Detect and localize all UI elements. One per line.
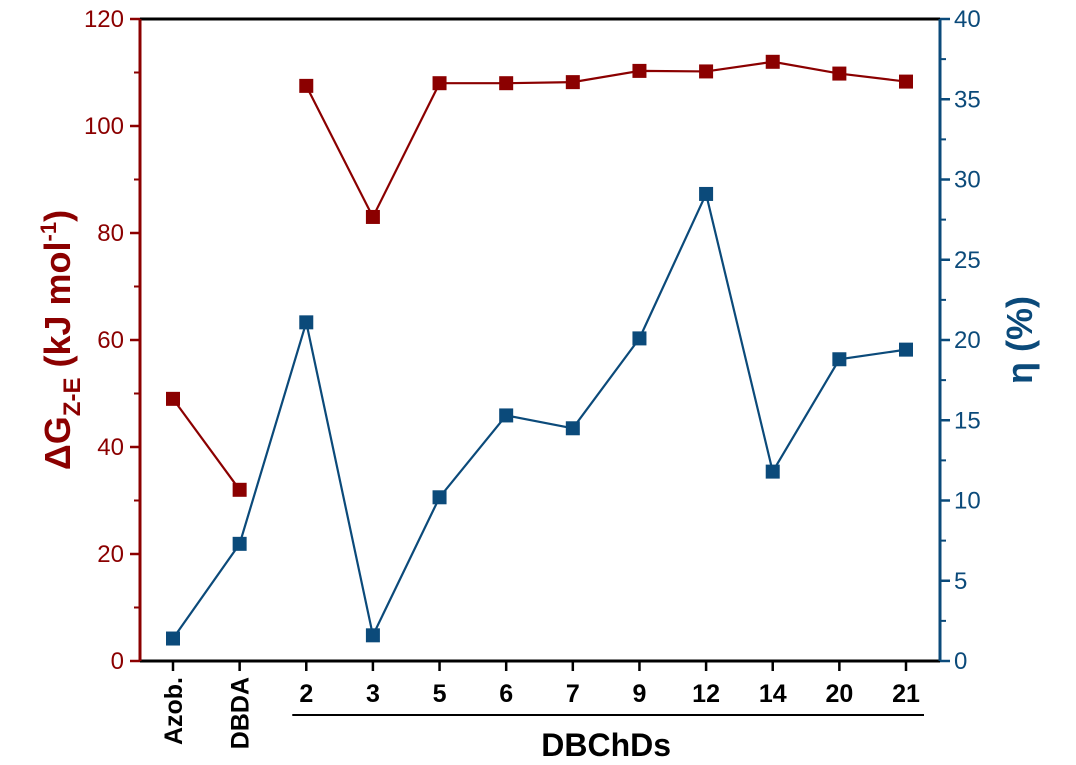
- x-tick-label: 9: [633, 680, 647, 708]
- right-tick-label: 5: [954, 568, 967, 595]
- x-tick-label: 3: [366, 680, 380, 708]
- right-tick-label: 40: [954, 6, 981, 33]
- data-point-right: [565, 421, 580, 436]
- data-point-right: [166, 631, 180, 646]
- left-axis-title-sub: Z-E: [59, 378, 86, 417]
- x-tick-label: 12: [692, 680, 720, 708]
- x-tick-label: Azob.: [160, 677, 188, 745]
- right-tick-label: 10: [954, 488, 981, 515]
- data-point-right: [832, 352, 847, 367]
- data-point-left: [565, 75, 580, 90]
- left-tick-label: 100: [84, 113, 124, 140]
- left-axis-title-sup: -1: [36, 222, 61, 242]
- left-tick-label: 20: [97, 541, 124, 568]
- right-tick-label: 20: [954, 327, 981, 354]
- data-point-left: [632, 63, 647, 78]
- left-axis-title: ΔGZ-E (kJ mol-1): [36, 210, 86, 470]
- x-tick-label: 20: [825, 680, 853, 708]
- left-axis-title-unit-pre: (kJ mol: [37, 241, 78, 377]
- x-tick-label: 2: [299, 680, 313, 708]
- data-point-left: [699, 64, 714, 79]
- series-layer: [166, 54, 913, 646]
- x-tick-label: 14: [759, 680, 787, 708]
- x-tick-label: 21: [892, 680, 920, 708]
- right-tick-label: 35: [954, 86, 981, 113]
- data-point-left: [832, 66, 847, 81]
- data-point-right: [299, 315, 314, 330]
- data-point-right: [765, 464, 780, 479]
- data-point-right: [499, 408, 514, 423]
- data-point-left: [899, 74, 913, 89]
- right-tick-label: 15: [954, 407, 981, 434]
- x-tick-label: DBDA: [227, 677, 255, 749]
- data-point-right: [632, 331, 647, 346]
- data-point-right: [899, 342, 913, 357]
- data-point-right: [232, 536, 247, 551]
- left-tick-label: 120: [84, 6, 124, 33]
- data-point-left: [299, 78, 314, 93]
- data-point-left: [432, 76, 447, 91]
- data-point-left: [499, 76, 514, 91]
- x-tick-label: 6: [499, 680, 513, 708]
- group-label: DBChDs: [541, 727, 671, 763]
- right-tick-label: 0: [954, 648, 967, 675]
- right-axis-title: η (%): [999, 296, 1040, 384]
- data-point-left: [365, 209, 380, 224]
- right-tick-label: 30: [954, 167, 981, 194]
- series-line-right: [172, 190, 907, 640]
- left-axis-title-main: ΔG: [37, 416, 78, 470]
- left-tick-label: 40: [97, 434, 124, 461]
- x-tick-label: 5: [433, 680, 447, 708]
- series-line-left: [172, 398, 241, 491]
- x-tick-label: 7: [566, 680, 580, 708]
- x-axis-ticks: Azob. DBDA 2 3 5 6 7 9 12 14 20 21: [160, 661, 920, 749]
- left-tick-label: 60: [97, 327, 124, 354]
- data-point-left: [765, 54, 780, 69]
- left-axis-title-unit-post: ): [37, 210, 78, 222]
- left-tick-label: 80: [97, 220, 124, 247]
- left-axis-ticks: 0 20 40 60 80 100 120: [84, 6, 140, 675]
- data-point-left: [166, 391, 180, 406]
- data-point-left: [232, 482, 247, 497]
- data-point-right: [432, 490, 447, 505]
- left-tick-label: 0: [111, 648, 124, 675]
- data-point-right: [699, 186, 714, 201]
- right-tick-label: 25: [954, 247, 981, 274]
- right-axis-ticks: 0 5 10 15 20 25 30 35 40: [940, 6, 981, 675]
- series-line-left: [305, 60, 907, 220]
- data-point-right: [365, 628, 380, 643]
